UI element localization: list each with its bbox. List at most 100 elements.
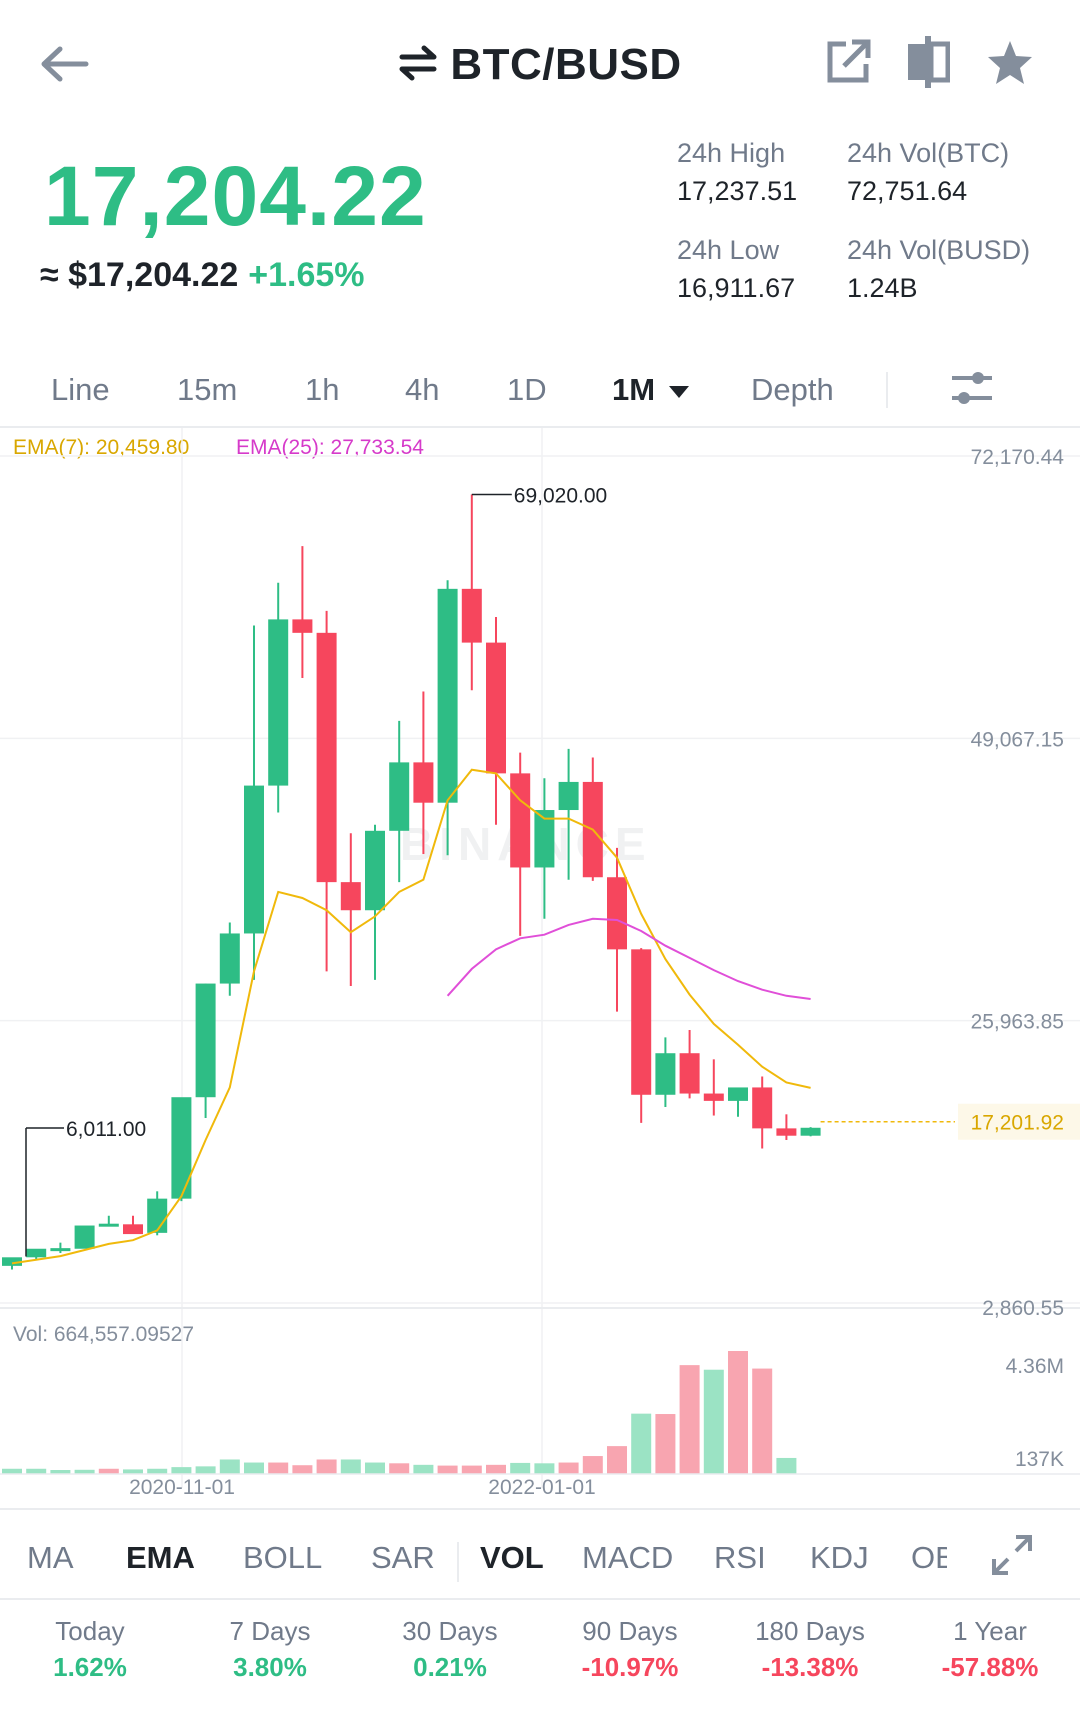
- candle-body: [703, 1093, 724, 1101]
- high-label: 24h High: [677, 138, 786, 168]
- volume-bar: [534, 1463, 555, 1474]
- volume-bar: [195, 1466, 216, 1474]
- tab-divider: [886, 372, 888, 408]
- y-axis-label: 2,860.55: [982, 1297, 1064, 1320]
- performance-value: -57.88%: [941, 1652, 1039, 1682]
- volume-bar: [389, 1463, 410, 1474]
- indicator-sar[interactable]: SAR: [371, 1540, 435, 1575]
- candle-body: [679, 1053, 700, 1094]
- volume-label: Vol: 664,557.09527: [13, 1323, 194, 1346]
- candle-body: [268, 619, 289, 786]
- volume-axis-max: 4.36M: [1006, 1355, 1064, 1378]
- pair-title[interactable]: BTC/BUSD: [0, 40, 1080, 92]
- volume-bar: [268, 1462, 289, 1474]
- chart-bottom-divider: [0, 1508, 1080, 1510]
- candle-body: [752, 1087, 773, 1129]
- indicator-boll[interactable]: BOLL: [243, 1540, 323, 1575]
- candle-body: [631, 949, 652, 1095]
- low-value: 16,911.67: [677, 273, 796, 303]
- indicator-ema[interactable]: EMA: [126, 1540, 195, 1575]
- indicator-macd[interactable]: MACD: [582, 1540, 674, 1575]
- performance-label: 30 Days: [402, 1616, 498, 1646]
- candle-body: [98, 1223, 119, 1227]
- candle-body: [2, 1257, 22, 1266]
- candle-body: [728, 1087, 748, 1101]
- performance-label: 1 Year: [953, 1616, 1027, 1646]
- indicator-bottom-divider: [0, 1598, 1080, 1600]
- vol-busd-label: 24h Vol(BUSD): [847, 235, 1031, 265]
- tab-1h[interactable]: 1h: [305, 372, 340, 407]
- candle-body: [50, 1248, 71, 1252]
- candle-body: [123, 1224, 143, 1235]
- vol-btc-value: 72,751.64: [847, 176, 968, 206]
- volume-bar: [316, 1459, 337, 1474]
- tab-line[interactable]: Line: [51, 372, 110, 407]
- tabs-divider: [0, 426, 1080, 428]
- indicator-kdj[interactable]: KDJ: [810, 1540, 869, 1575]
- volume-bar: [219, 1459, 240, 1474]
- indicator-vol[interactable]: VOL: [480, 1540, 544, 1575]
- performance-value: -13.38%: [761, 1652, 859, 1682]
- fullscreen-button[interactable]: [990, 1533, 1034, 1577]
- candle-body: [558, 781, 579, 811]
- candle-body: [195, 983, 216, 1098]
- candle-body: [171, 1097, 192, 1199]
- candle-body: [26, 1248, 47, 1258]
- candle-body: [365, 830, 385, 911]
- favorite-button[interactable]: [986, 38, 1034, 86]
- price-change: +1.65%: [248, 256, 365, 294]
- volume-bar: [486, 1464, 506, 1474]
- candle-body: [389, 762, 410, 831]
- candle-body: [510, 773, 531, 868]
- candle-body: [292, 619, 313, 633]
- compare-button[interactable]: [906, 36, 951, 88]
- candle-body: [147, 1198, 168, 1233]
- volume-bar: [776, 1457, 797, 1474]
- share-button[interactable]: [824, 38, 872, 86]
- last-price: 17,204.22: [44, 149, 427, 243]
- performance-label: 7 Days: [229, 1616, 311, 1646]
- low-annotation: 6,011.00: [66, 1118, 146, 1141]
- high-value: 17,237.51: [677, 176, 798, 206]
- last-price-badge: [958, 1103, 1080, 1140]
- y-axis-label: 49,067.15: [971, 728, 1064, 751]
- volume-axis-min: 137K: [1015, 1448, 1064, 1471]
- indicator-divider: [457, 1542, 459, 1582]
- performance-label: 180 Days: [755, 1616, 865, 1646]
- tab-1m[interactable]: 1M: [612, 372, 690, 408]
- back-button[interactable]: [38, 40, 90, 88]
- tab-depth[interactable]: Depth: [751, 372, 834, 407]
- tab-15m[interactable]: 15m: [177, 372, 238, 407]
- indicator-rsi[interactable]: RSI: [714, 1540, 766, 1575]
- volume-bar: [340, 1459, 361, 1474]
- ema25-line: [446, 917, 811, 1000]
- ema7-line: [11, 768, 811, 1265]
- chart-settings-button[interactable]: [950, 366, 994, 410]
- volume-bar: [679, 1365, 700, 1474]
- volume-bar: [655, 1414, 676, 1474]
- volume-bar: [461, 1465, 482, 1474]
- tab-4h[interactable]: 4h: [405, 372, 440, 407]
- volume-bar: [752, 1368, 773, 1474]
- pair-name: BTC/BUSD: [450, 40, 682, 89]
- share-icon: [827, 39, 871, 83]
- volume-bar: [365, 1462, 385, 1474]
- volume-bar: [437, 1465, 458, 1474]
- x-tick-label: 2020-11-01: [129, 1476, 235, 1499]
- volume-bar: [2, 1468, 22, 1474]
- candle-body: [74, 1225, 95, 1249]
- candlestick-chart[interactable]: BINANCE72,170.4449,067.1525,963.852,860.…: [0, 428, 1080, 1508]
- volume-bar: [703, 1369, 724, 1474]
- caret-down-icon: [668, 385, 689, 398]
- volume-bar: [413, 1464, 434, 1474]
- sliders-icon: [952, 372, 992, 404]
- candle-body: [219, 933, 240, 984]
- candle-body: [655, 1053, 676, 1095]
- tab-1d[interactable]: 1D: [507, 372, 547, 407]
- performance-value: 0.21%: [413, 1652, 487, 1682]
- volume-bar: [607, 1446, 627, 1474]
- performance-label: 90 Days: [582, 1616, 678, 1646]
- indicator-ma[interactable]: MA: [27, 1540, 74, 1575]
- indicator-obv[interactable]: OBV: [911, 1540, 947, 1575]
- volume-bar: [26, 1468, 47, 1474]
